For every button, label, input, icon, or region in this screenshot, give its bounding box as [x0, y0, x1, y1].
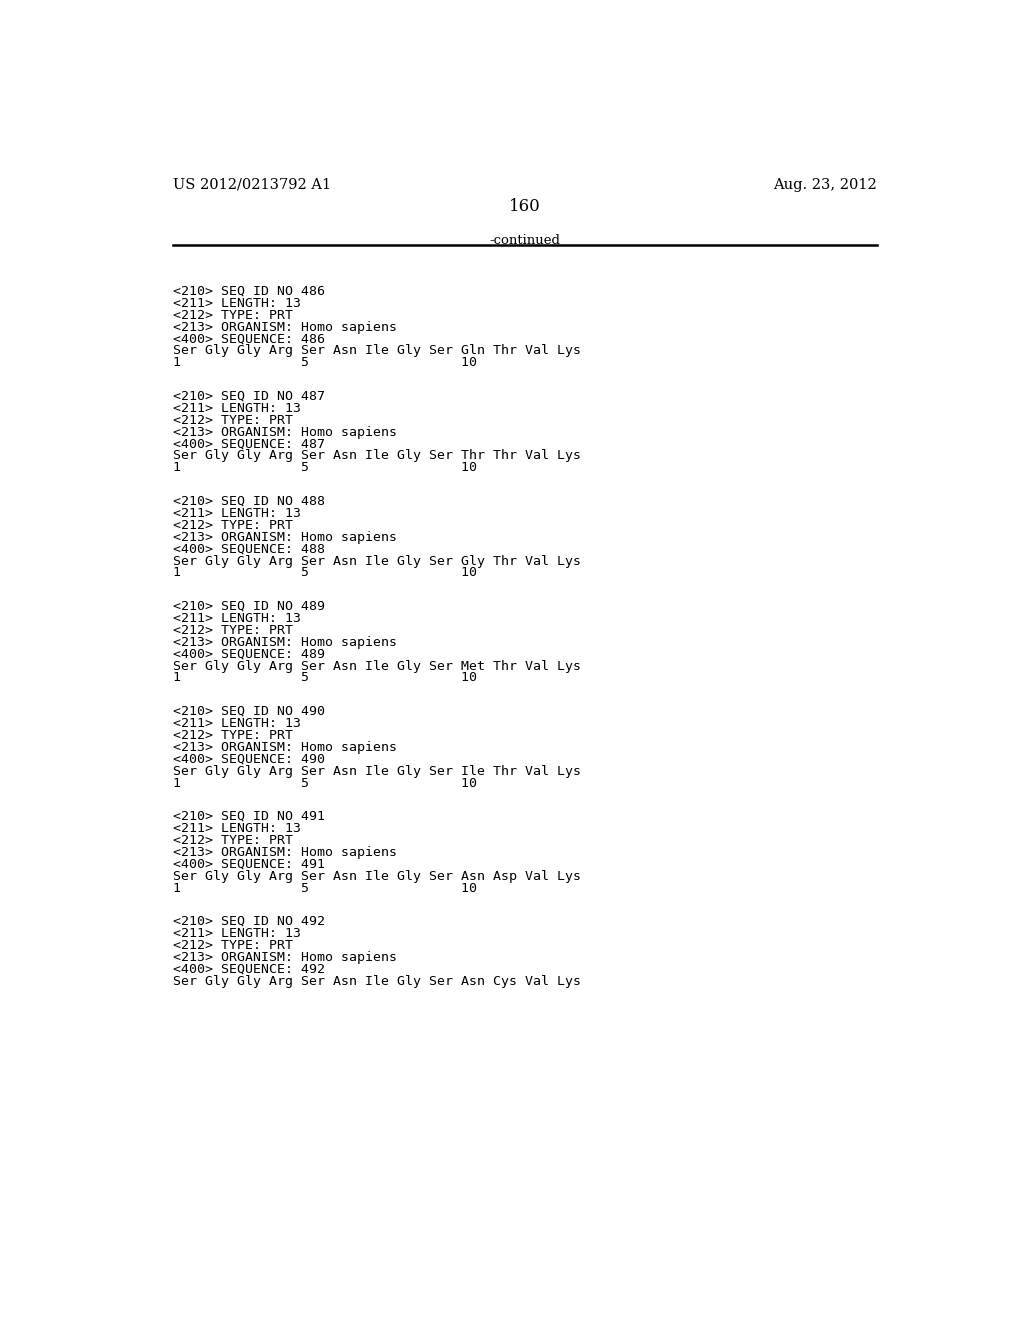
Text: <213> ORGANISM: Homo sapiens: <213> ORGANISM: Homo sapiens	[173, 321, 397, 334]
Text: <211> LENGTH: 13: <211> LENGTH: 13	[173, 401, 301, 414]
Text: <400> SEQUENCE: 489: <400> SEQUENCE: 489	[173, 648, 325, 660]
Text: Ser Gly Gly Arg Ser Asn Ile Gly Ser Gly Thr Val Lys: Ser Gly Gly Arg Ser Asn Ile Gly Ser Gly …	[173, 554, 581, 568]
Text: <210> SEQ ID NO 492: <210> SEQ ID NO 492	[173, 915, 325, 928]
Text: <210> SEQ ID NO 486: <210> SEQ ID NO 486	[173, 285, 325, 298]
Text: <211> LENGTH: 13: <211> LENGTH: 13	[173, 822, 301, 834]
Text: 1               5                   10: 1 5 10	[173, 356, 477, 370]
Text: <210> SEQ ID NO 487: <210> SEQ ID NO 487	[173, 389, 325, 403]
Text: 1               5                   10: 1 5 10	[173, 462, 477, 474]
Text: <400> SEQUENCE: 486: <400> SEQUENCE: 486	[173, 333, 325, 346]
Text: <210> SEQ ID NO 489: <210> SEQ ID NO 489	[173, 599, 325, 612]
Text: <400> SEQUENCE: 491: <400> SEQUENCE: 491	[173, 858, 325, 871]
Text: <212> TYPE: PRT: <212> TYPE: PRT	[173, 624, 293, 636]
Text: <212> TYPE: PRT: <212> TYPE: PRT	[173, 834, 293, 847]
Text: <400> SEQUENCE: 487: <400> SEQUENCE: 487	[173, 437, 325, 450]
Text: <210> SEQ ID NO 488: <210> SEQ ID NO 488	[173, 495, 325, 508]
Text: 160: 160	[509, 198, 541, 215]
Text: <211> LENGTH: 13: <211> LENGTH: 13	[173, 297, 301, 310]
Text: Ser Gly Gly Arg Ser Asn Ile Gly Ser Thr Thr Val Lys: Ser Gly Gly Arg Ser Asn Ile Gly Ser Thr …	[173, 450, 581, 462]
Text: <211> LENGTH: 13: <211> LENGTH: 13	[173, 927, 301, 940]
Text: Ser Gly Gly Arg Ser Asn Ile Gly Ser Gln Thr Val Lys: Ser Gly Gly Arg Ser Asn Ile Gly Ser Gln …	[173, 345, 581, 358]
Text: <210> SEQ ID NO 491: <210> SEQ ID NO 491	[173, 810, 325, 822]
Text: <212> TYPE: PRT: <212> TYPE: PRT	[173, 519, 293, 532]
Text: -continued: -continued	[489, 234, 560, 247]
Text: Aug. 23, 2012: Aug. 23, 2012	[773, 178, 877, 191]
Text: 1               5                   10: 1 5 10	[173, 672, 477, 685]
Text: <212> TYPE: PRT: <212> TYPE: PRT	[173, 413, 293, 426]
Text: <213> ORGANISM: Homo sapiens: <213> ORGANISM: Homo sapiens	[173, 531, 397, 544]
Text: <212> TYPE: PRT: <212> TYPE: PRT	[173, 939, 293, 952]
Text: <212> TYPE: PRT: <212> TYPE: PRT	[173, 309, 293, 322]
Text: US 2012/0213792 A1: US 2012/0213792 A1	[173, 178, 331, 191]
Text: 1               5                   10: 1 5 10	[173, 776, 477, 789]
Text: 1               5                   10: 1 5 10	[173, 566, 477, 579]
Text: <213> ORGANISM: Homo sapiens: <213> ORGANISM: Homo sapiens	[173, 425, 397, 438]
Text: <213> ORGANISM: Homo sapiens: <213> ORGANISM: Homo sapiens	[173, 741, 397, 754]
Text: Ser Gly Gly Arg Ser Asn Ile Gly Ser Asn Asp Val Lys: Ser Gly Gly Arg Ser Asn Ile Gly Ser Asn …	[173, 870, 581, 883]
Text: Ser Gly Gly Arg Ser Asn Ile Gly Ser Asn Cys Val Lys: Ser Gly Gly Arg Ser Asn Ile Gly Ser Asn …	[173, 974, 581, 987]
Text: <213> ORGANISM: Homo sapiens: <213> ORGANISM: Homo sapiens	[173, 950, 397, 964]
Text: Ser Gly Gly Arg Ser Asn Ile Gly Ser Ile Thr Val Lys: Ser Gly Gly Arg Ser Asn Ile Gly Ser Ile …	[173, 764, 581, 777]
Text: <212> TYPE: PRT: <212> TYPE: PRT	[173, 729, 293, 742]
Text: 1               5                   10: 1 5 10	[173, 882, 477, 895]
Text: <211> LENGTH: 13: <211> LENGTH: 13	[173, 611, 301, 624]
Text: <400> SEQUENCE: 492: <400> SEQUENCE: 492	[173, 962, 325, 975]
Text: <400> SEQUENCE: 488: <400> SEQUENCE: 488	[173, 543, 325, 556]
Text: <400> SEQUENCE: 490: <400> SEQUENCE: 490	[173, 752, 325, 766]
Text: <210> SEQ ID NO 490: <210> SEQ ID NO 490	[173, 705, 325, 718]
Text: <213> ORGANISM: Homo sapiens: <213> ORGANISM: Homo sapiens	[173, 636, 397, 648]
Text: <213> ORGANISM: Homo sapiens: <213> ORGANISM: Homo sapiens	[173, 846, 397, 859]
Text: <211> LENGTH: 13: <211> LENGTH: 13	[173, 507, 301, 520]
Text: <211> LENGTH: 13: <211> LENGTH: 13	[173, 717, 301, 730]
Text: Ser Gly Gly Arg Ser Asn Ile Gly Ser Met Thr Val Lys: Ser Gly Gly Arg Ser Asn Ile Gly Ser Met …	[173, 660, 581, 673]
